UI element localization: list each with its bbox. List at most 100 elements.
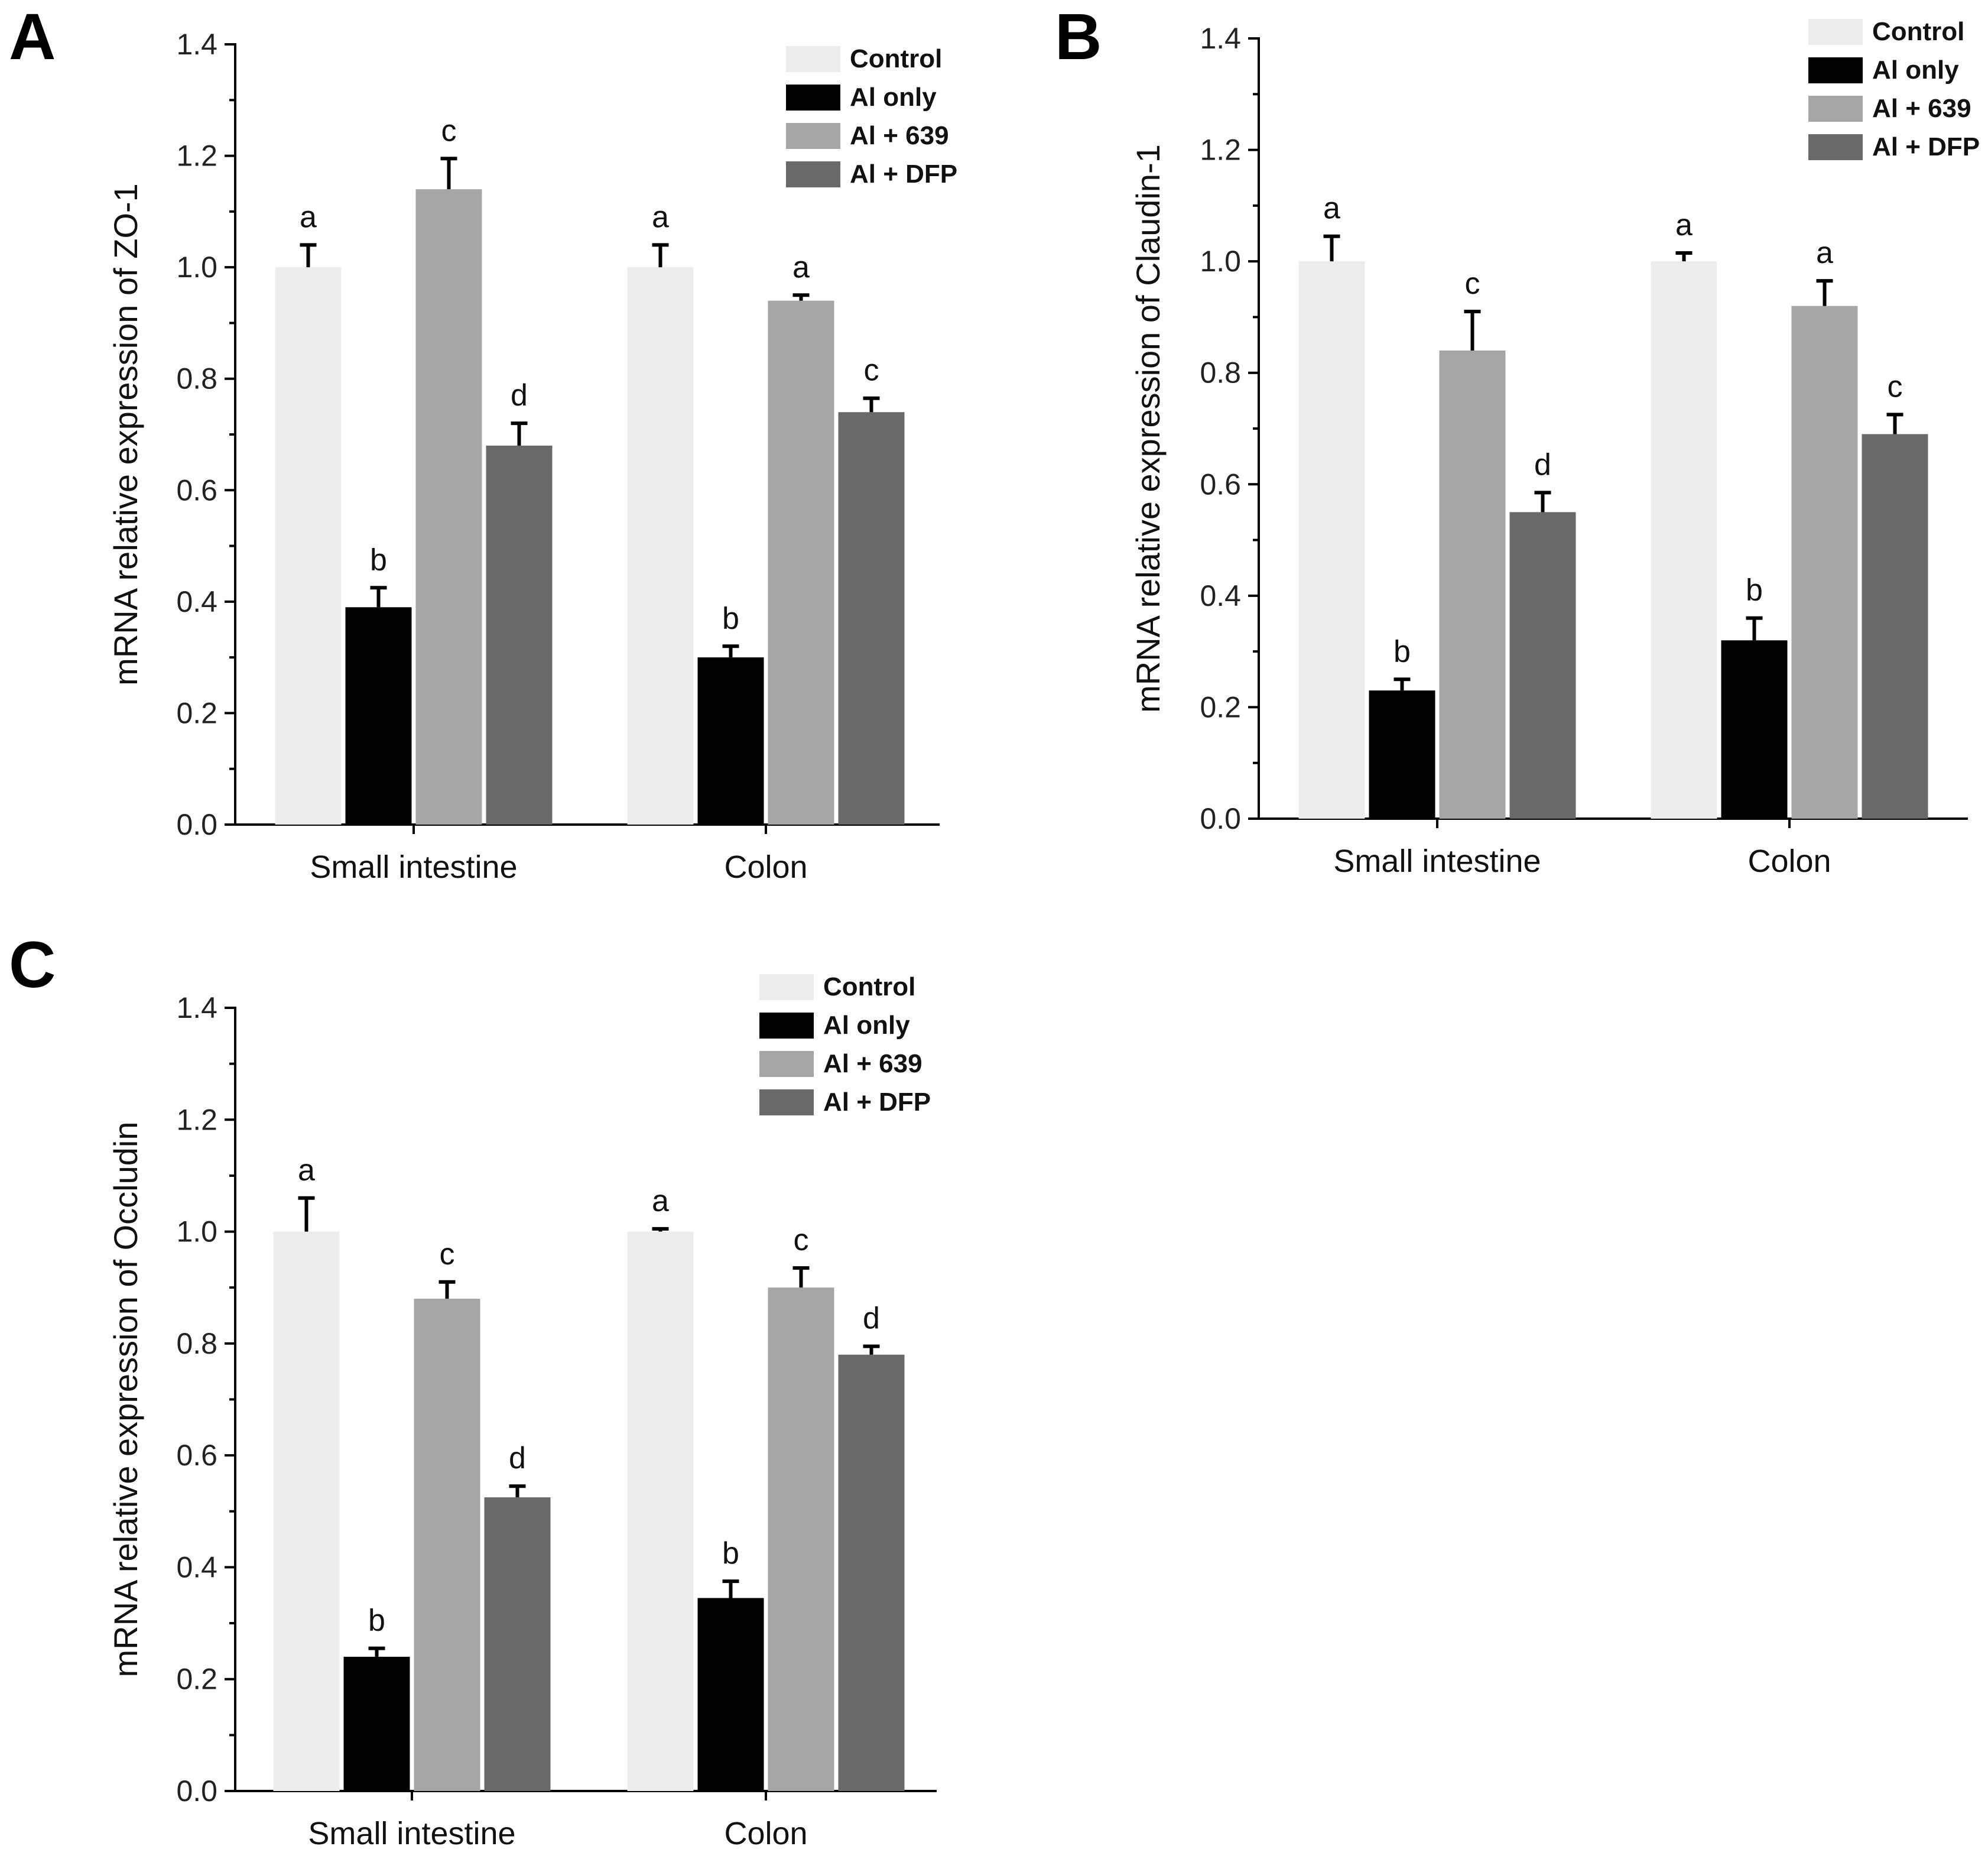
significance-letter: a xyxy=(300,200,317,234)
legend-swatch xyxy=(759,1051,814,1077)
legend-label: Al + DFP xyxy=(823,1088,931,1117)
legend-swatch xyxy=(786,85,840,111)
x-tick-label: Small intestine xyxy=(1333,843,1541,879)
y-tick-label: 0.8 xyxy=(176,362,217,395)
significance-letter: b xyxy=(722,601,739,635)
y-tick-label: 1.2 xyxy=(176,139,217,173)
significance-letter: b xyxy=(1746,573,1763,608)
legend-label: Control xyxy=(823,972,915,1001)
bar xyxy=(697,1598,764,1791)
significance-letter: a xyxy=(1323,192,1340,226)
y-tick-label: 1.4 xyxy=(176,991,217,1024)
legend-label: Al only xyxy=(823,1011,910,1040)
bar xyxy=(1509,512,1576,819)
y-tick-label: 0.4 xyxy=(176,1550,217,1584)
y-axis-label: mRNA relative expression of Claudin-1 xyxy=(1129,144,1167,713)
significance-letter: c xyxy=(1888,369,1903,404)
y-tick-label: 0.2 xyxy=(176,696,217,729)
y-tick-label: 0.2 xyxy=(176,1663,217,1696)
bar xyxy=(1298,261,1365,819)
significance-letter: b xyxy=(722,1536,739,1571)
y-tick-label: 1.4 xyxy=(176,28,217,61)
x-tick-label: Colon xyxy=(724,849,807,885)
y-tick-label: 0.4 xyxy=(1200,579,1241,612)
y-tick-label: 0.0 xyxy=(1200,802,1241,835)
bar xyxy=(627,1231,694,1791)
significance-letter: b xyxy=(1393,634,1411,669)
legend-swatch xyxy=(1808,134,1863,160)
legend-swatch xyxy=(1808,57,1863,83)
y-axis-label: mRNA relative expression of ZO-1 xyxy=(107,183,144,686)
bar xyxy=(1651,261,1717,819)
legend-label: Al + DFP xyxy=(1872,132,1980,161)
y-tick-label: 0.2 xyxy=(1200,690,1241,724)
y-tick-label: 1.2 xyxy=(1200,134,1241,167)
bar xyxy=(275,267,342,825)
bar xyxy=(484,1497,551,1791)
legend-swatch xyxy=(786,46,840,72)
bar xyxy=(1369,690,1435,819)
y-axis-label: mRNA relative expression of Occludin xyxy=(107,1122,144,1678)
bar xyxy=(1721,640,1788,819)
bar xyxy=(273,1231,340,1791)
significance-letter: b xyxy=(368,1604,385,1638)
panel-letter: A xyxy=(9,1,56,73)
significance-letter: c xyxy=(1465,267,1480,301)
significance-letter: d xyxy=(509,1441,526,1475)
y-tick-label: 0.0 xyxy=(176,808,217,841)
significance-letter: a xyxy=(1816,236,1833,270)
significance-letter: c xyxy=(441,113,457,148)
chart-panel-a: A 0.0 0.2 0.4 0.6 0.8 1.0 1.2 1.4 mRNA relative e… xyxy=(9,1,957,885)
significance-letter: c xyxy=(864,353,879,388)
legend-label: Al + DFP xyxy=(850,160,957,189)
bar xyxy=(1439,351,1506,819)
x-tick-label: Colon xyxy=(724,1816,807,1851)
y-tick-label: 1.0 xyxy=(1200,245,1241,278)
bar xyxy=(768,1287,834,1791)
y-tick-label: 1.0 xyxy=(176,1215,217,1248)
bar xyxy=(1862,434,1928,819)
y-tick-label: 0.4 xyxy=(176,585,217,618)
bar xyxy=(768,300,834,825)
chart-panel-b: B 0.0 0.2 0.4 0.6 0.8 1.0 1.2 1.4 mRNA relative e… xyxy=(1055,1,1980,879)
legend-swatch xyxy=(759,974,814,1000)
significance-letter: b xyxy=(370,543,387,577)
bar xyxy=(486,445,553,825)
significance-letter: d xyxy=(863,1302,880,1336)
significance-letter: d xyxy=(1534,447,1551,482)
y-tick-label: 1.4 xyxy=(1200,22,1241,55)
legend-swatch xyxy=(759,1089,814,1115)
y-tick-label: 0.6 xyxy=(1200,468,1241,501)
bar xyxy=(345,607,412,825)
bar xyxy=(415,189,482,825)
significance-letter: a xyxy=(298,1153,315,1188)
legend-label: Al only xyxy=(1872,56,1959,85)
bar xyxy=(414,1299,480,1791)
legend-swatch xyxy=(759,1013,814,1039)
legend-label: Al + 639 xyxy=(1872,94,1971,123)
significance-letter: d xyxy=(511,378,528,413)
legend-label: Control xyxy=(850,44,942,73)
chart-panel-c: C 0.0 0.2 0.4 0.6 0.8 1.0 1.2 1.4 mRNA relative e… xyxy=(9,929,937,1851)
panel-letter: C xyxy=(9,929,56,1001)
bar xyxy=(343,1656,410,1791)
bar xyxy=(697,657,764,825)
significance-letter: c xyxy=(794,1223,809,1257)
legend-label: Al only xyxy=(850,83,937,112)
legend-swatch xyxy=(1808,96,1863,122)
legend-label: Al + 639 xyxy=(850,121,949,150)
legend-label: Control xyxy=(1872,17,1964,46)
x-tick-label: Small intestine xyxy=(310,849,517,885)
y-tick-label: 0.6 xyxy=(176,473,217,507)
bar xyxy=(838,1354,905,1791)
significance-letter: a xyxy=(1675,208,1693,242)
x-tick-label: Small intestine xyxy=(308,1816,515,1851)
y-tick-label: 0.8 xyxy=(176,1327,217,1360)
y-tick-label: 0.6 xyxy=(176,1439,217,1472)
legend-swatch xyxy=(1808,19,1863,45)
panel-letter: B xyxy=(1055,1,1102,73)
significance-letter: a xyxy=(792,250,810,284)
significance-letter: c xyxy=(440,1237,455,1271)
significance-letter: a xyxy=(652,1184,669,1218)
